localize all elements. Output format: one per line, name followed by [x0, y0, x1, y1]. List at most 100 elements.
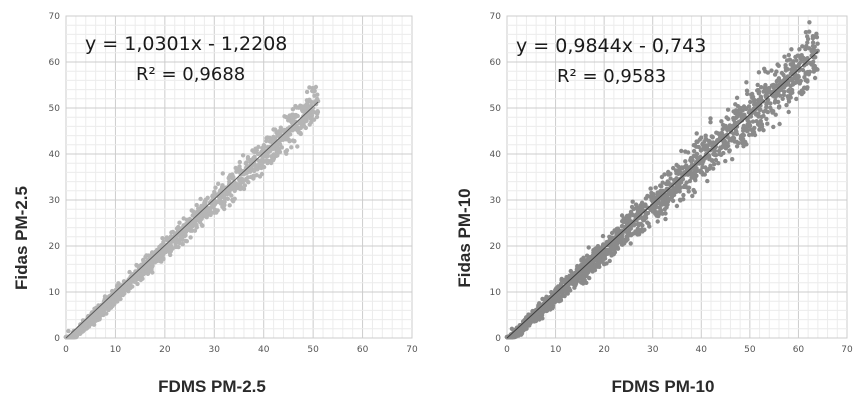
- scatter-point: [648, 186, 653, 191]
- scatter-point: [736, 140, 741, 146]
- scatter-point: [665, 199, 671, 204]
- scatter-point: [659, 174, 665, 180]
- scatter-point: [553, 294, 558, 299]
- scatter-point: [639, 205, 645, 211]
- scatter-point: [700, 164, 705, 170]
- scatter-point: [763, 93, 768, 98]
- scatter-point: [307, 122, 312, 127]
- scatter-point: [752, 110, 758, 116]
- scatter-point: [299, 106, 305, 111]
- scatter-point: [534, 311, 540, 317]
- data-point: [103, 302, 108, 307]
- scatter-point: [803, 70, 808, 75]
- scatter-point: [636, 221, 641, 226]
- scatter-point: [813, 67, 818, 73]
- scatter-point: [218, 188, 223, 193]
- scatter-point: [116, 295, 122, 300]
- scatter-point: [604, 261, 609, 266]
- scatter-point: [315, 109, 320, 114]
- scatter-point: [814, 31, 819, 36]
- scatter-point: [755, 82, 760, 88]
- scatter-point: [794, 96, 799, 102]
- scatter-point: [106, 303, 112, 308]
- scatter-point: [669, 189, 674, 194]
- y-tick-label: 70: [490, 12, 502, 22]
- scatter-point: [794, 79, 800, 84]
- scatter-point: [234, 169, 239, 174]
- x-tick-label: 20: [159, 345, 171, 355]
- scatter-point: [682, 165, 687, 170]
- scatter-point: [604, 250, 610, 255]
- data-point: [98, 307, 103, 313]
- scatter-point: [248, 174, 254, 180]
- scatter-point: [776, 88, 782, 94]
- scatter-point: [591, 248, 596, 253]
- x-tick-label: 50: [307, 345, 319, 355]
- scatter-point: [596, 257, 602, 263]
- data-point: [66, 328, 71, 334]
- data-point: [231, 181, 237, 187]
- scatter-point: [782, 54, 787, 59]
- data-point: [113, 294, 118, 299]
- y-axis-label-pm25: Fidas PM-2.5: [12, 186, 31, 290]
- y-tick-label: 30: [49, 196, 61, 206]
- scatter-point: [248, 169, 253, 174]
- scatter-point: [568, 288, 573, 293]
- scatter-point: [176, 231, 182, 236]
- scatter-point: [146, 257, 151, 263]
- y-tick-label: 50: [490, 104, 502, 114]
- x-tick-label: 0: [504, 345, 510, 355]
- scatter-point: [725, 107, 731, 112]
- scatter-point: [716, 161, 721, 166]
- scatter-point: [797, 90, 802, 95]
- scatter-point: [759, 85, 764, 90]
- scatter-point: [619, 213, 625, 218]
- scatter-point: [562, 293, 567, 299]
- y-tick-label: 0: [495, 334, 501, 344]
- scatter-point: [612, 250, 618, 255]
- scatter-point: [177, 220, 182, 225]
- scatter-point: [771, 82, 776, 88]
- scatter-point: [629, 211, 634, 216]
- scatter-point: [660, 180, 665, 185]
- scatter-point: [730, 157, 735, 162]
- scatter-point: [732, 139, 737, 144]
- scatter-point: [748, 127, 753, 132]
- scatter-point: [779, 86, 784, 91]
- scatter-point: [304, 98, 310, 103]
- scatter-point: [258, 158, 264, 163]
- scatter-point: [279, 128, 284, 134]
- scatter-point: [230, 176, 235, 181]
- scatter-point: [217, 195, 222, 201]
- scatter-point: [761, 128, 766, 133]
- scatter-point: [757, 123, 762, 128]
- scatter-point: [257, 174, 263, 179]
- scatter-point: [734, 95, 740, 101]
- x-axis-label-pm10: FDMS PM-10: [612, 377, 715, 394]
- data-point: [83, 321, 89, 326]
- scatter-point: [744, 124, 750, 130]
- scatter-point: [287, 113, 292, 118]
- scatter-point: [641, 218, 646, 223]
- scatter-point: [238, 186, 243, 191]
- scatter-point: [707, 155, 712, 160]
- data-point: [152, 255, 158, 260]
- scatter-point: [710, 143, 715, 149]
- scatter-point: [674, 203, 680, 209]
- data-point: [88, 317, 93, 322]
- scatter-point: [646, 221, 651, 226]
- data-point: [616, 234, 621, 239]
- scatter-point: [315, 92, 320, 97]
- scatter-point: [628, 233, 634, 238]
- scatter-point: [110, 288, 115, 294]
- x-tick-label: 40: [696, 345, 708, 355]
- scatter-point: [670, 198, 676, 203]
- scatter-point: [290, 118, 295, 124]
- scatter-point: [254, 173, 259, 178]
- scatter-point: [652, 195, 657, 200]
- scatter-point: [674, 162, 679, 168]
- scatter-point: [744, 80, 749, 85]
- scatter-point: [801, 55, 806, 61]
- scatter-point: [789, 47, 794, 52]
- scatter-point: [731, 115, 736, 121]
